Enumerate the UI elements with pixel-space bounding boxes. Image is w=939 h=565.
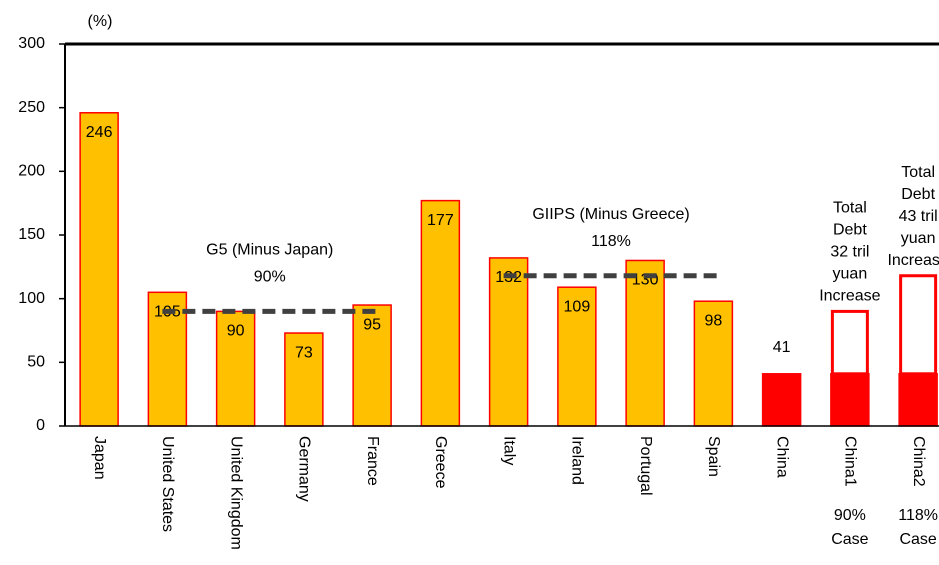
reference-label: G5 (Minus Japan) xyxy=(206,242,333,259)
data-label: 98 xyxy=(704,312,722,329)
x-tick-label: Ireland xyxy=(569,436,586,485)
bar xyxy=(79,112,119,427)
increase-segment xyxy=(899,274,938,376)
x-tick-label: France xyxy=(364,436,381,486)
y-tick-label: 300 xyxy=(18,35,45,52)
x-tick-label: United Kingdom xyxy=(227,436,244,550)
increase-annotation: Increase xyxy=(887,252,939,269)
x-tick-label: Japan xyxy=(91,436,108,480)
x-sublabel: 90% xyxy=(834,507,866,524)
data-label: 90 xyxy=(227,323,245,340)
x-tick-label: Greece xyxy=(432,436,449,489)
x-tick-label: Italy xyxy=(500,436,517,465)
bar xyxy=(761,373,802,427)
y-tick-label: 100 xyxy=(18,290,45,307)
x-tick-label: Spain xyxy=(705,436,722,477)
bar xyxy=(215,310,256,427)
data-label: 73 xyxy=(295,344,313,361)
increase-annotation: Debt xyxy=(901,186,935,203)
reference-value-label: 90% xyxy=(254,269,286,286)
bar xyxy=(625,259,665,427)
increase-annotation: yuan xyxy=(833,266,868,283)
x-tick-label: Germany xyxy=(296,436,313,502)
data-label: 177 xyxy=(427,212,454,229)
y-tick-label: 150 xyxy=(18,226,45,243)
data-label: 95 xyxy=(363,316,381,333)
x-sublabel: 118% xyxy=(898,507,938,524)
increase-annotation: Increase xyxy=(819,288,880,305)
increase-annotation: Total xyxy=(901,164,935,181)
x-tick-label: China2 xyxy=(910,436,927,487)
reference-label: GIIPS (Minus Greece) xyxy=(532,206,689,223)
y-unit: (%) xyxy=(88,13,113,30)
y-tick-label: 250 xyxy=(18,99,45,116)
y-tick-label: 50 xyxy=(27,354,45,371)
increase-annotation: 32 tril xyxy=(830,244,869,261)
reference-value-label: 118% xyxy=(591,233,631,250)
x-tick-label: China1 xyxy=(842,436,859,487)
bar xyxy=(352,304,392,427)
bar xyxy=(898,373,938,427)
x-sublabel: Case xyxy=(831,531,868,548)
y-tick-label: 200 xyxy=(18,163,45,180)
bar xyxy=(830,373,870,427)
bar xyxy=(420,199,461,427)
data-label: 246 xyxy=(86,124,113,141)
increase-annotation: yuan xyxy=(901,230,936,247)
x-tick-label: United States xyxy=(159,436,176,532)
bar xyxy=(557,286,597,427)
increase-annotation: Debt xyxy=(833,222,867,239)
data-label: 41 xyxy=(773,339,791,356)
increase-annotation: Total xyxy=(833,200,867,217)
increase-segment xyxy=(830,309,869,376)
x-tick-label: Portugal xyxy=(637,436,654,496)
data-label: 109 xyxy=(564,298,591,315)
x-sublabel: Case xyxy=(899,531,936,548)
x-tick-label: China xyxy=(773,436,790,478)
y-tick-label: 0 xyxy=(36,417,45,434)
increase-annotation: 43 tril xyxy=(899,208,938,225)
